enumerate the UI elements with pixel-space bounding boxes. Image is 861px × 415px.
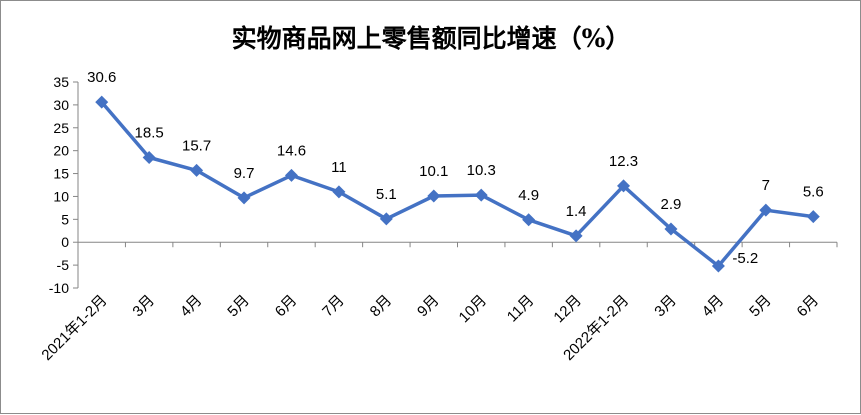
data-label: 7: [762, 177, 770, 194]
y-tick-label: -10: [49, 280, 69, 296]
x-category-label: 10月: [456, 292, 490, 326]
data-point-marker: [522, 213, 536, 227]
data-label: 1.4: [566, 203, 587, 220]
y-tick-label: 35: [53, 74, 69, 90]
data-point-marker: [759, 203, 773, 217]
data-point-marker: [427, 189, 441, 203]
x-category-label: 3月: [651, 292, 680, 321]
data-point-marker: [190, 163, 204, 177]
x-category-label: 5月: [746, 292, 775, 321]
x-category-label: 7月: [319, 292, 348, 321]
data-label: 14.6: [277, 142, 306, 159]
markers-group: [95, 95, 820, 273]
data-point-marker: [806, 210, 820, 224]
y-tick-label: 10: [53, 188, 69, 204]
data-point-marker: [664, 222, 678, 236]
x-category-label: 11月: [504, 292, 538, 326]
data-label: 30.6: [87, 69, 116, 86]
data-label: -5.2: [732, 250, 758, 267]
data-point-marker: [95, 95, 109, 109]
data-label: 15.7: [182, 137, 211, 154]
x-category-label: 12月: [550, 292, 584, 326]
y-tick-label: 15: [53, 166, 69, 182]
x-category-label: 2021年1-2月: [38, 292, 110, 364]
data-point-marker: [711, 259, 725, 273]
data-point-marker: [237, 191, 251, 205]
data-label: 10.1: [419, 163, 448, 180]
x-category-label: 5月: [224, 292, 253, 321]
x-category-label: 9月: [414, 292, 443, 321]
y-tick-label: -5: [57, 257, 70, 273]
data-label: 18.5: [135, 125, 164, 142]
x-category-label: 4月: [699, 292, 728, 321]
x-category-label: 4月: [177, 292, 206, 321]
x-category-label: 8月: [367, 292, 396, 321]
data-label: 11: [331, 159, 347, 176]
data-point-marker: [284, 168, 298, 182]
data-point-marker: [142, 151, 156, 165]
data-label: 2.9: [661, 196, 682, 213]
y-tick-label: 25: [53, 120, 69, 136]
x-category-label: 6月: [272, 292, 301, 321]
y-tick-label: 0: [61, 234, 69, 250]
data-label: 4.9: [518, 187, 539, 204]
data-point-marker: [379, 212, 393, 226]
data-label: 5.6: [803, 184, 824, 201]
y-tick-label: 30: [53, 97, 69, 113]
chart-title: 实物商品网上零售额同比增速（%）: [232, 24, 631, 53]
axes: -10 -5 0 5 10 15 20 25 30 35 2021年1-2月 3月 4月 5月 6月 7月 8月…: [38, 74, 838, 364]
data-point-marker: [332, 185, 346, 199]
series-line: [100, 100, 814, 268]
data-label: 9.7: [234, 165, 255, 182]
data-labels-group: 30.6 18.5 15.7 9.7 14.6 11 5.1 10.1 10.3 4.9 1.4 12…: [87, 69, 824, 267]
data-label: 10.3: [467, 162, 496, 179]
data-point-marker: [569, 229, 583, 243]
data-point-marker: [474, 188, 488, 202]
x-category-label: 3月: [129, 292, 158, 321]
data-label: 12.3: [609, 153, 638, 170]
x-category-label: 6月: [794, 292, 823, 321]
y-tick-label: 5: [61, 211, 69, 227]
y-tick-label: 20: [53, 143, 69, 159]
data-point-marker: [617, 179, 631, 193]
series-line-group: [100, 100, 814, 268]
data-label: 5.1: [376, 186, 397, 203]
